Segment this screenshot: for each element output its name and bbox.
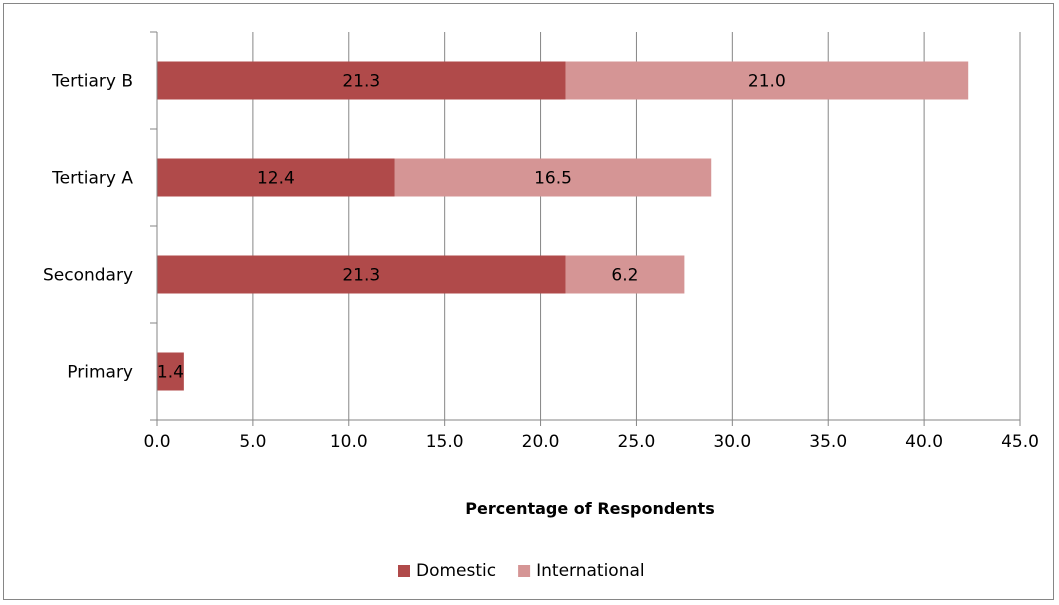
x-tick-label: 10.0 xyxy=(330,432,368,452)
data-label: 21.3 xyxy=(342,72,380,92)
bar-international xyxy=(565,255,685,294)
category-label: Tertiary B xyxy=(51,72,133,92)
x-tick-label: 30.0 xyxy=(713,432,751,452)
x-tick-label: 25.0 xyxy=(618,432,656,452)
bar-domestic xyxy=(157,255,566,294)
x-tick-label: 15.0 xyxy=(426,432,464,452)
data-label: 1.4 xyxy=(157,363,184,383)
x-tick-label: 20.0 xyxy=(522,432,560,452)
x-tick-label: 0.0 xyxy=(143,432,170,452)
category-labels: Primary Secondary Tertiary A Tertiary B xyxy=(43,72,133,383)
category-label: Secondary xyxy=(43,266,133,286)
x-tick-label: 40.0 xyxy=(905,432,943,452)
data-label: 21.3 xyxy=(342,266,380,286)
category-label: Primary xyxy=(67,363,133,383)
legend-swatch xyxy=(398,565,410,577)
data-label: 16.5 xyxy=(534,169,572,189)
category-label: Tertiary A xyxy=(51,169,133,189)
x-tick-label: 5.0 xyxy=(239,432,266,452)
bar-international xyxy=(394,158,712,197)
data-label: 12.4 xyxy=(257,169,295,189)
legend-swatch xyxy=(518,565,531,577)
x-tick-label: 45.0 xyxy=(1001,432,1039,452)
legend-label: Domestic xyxy=(416,561,496,581)
x-axis-title: Percentage of Respondents xyxy=(465,499,714,518)
data-label: 21.0 xyxy=(748,72,786,92)
bar-domestic xyxy=(157,352,184,391)
bar-domestic xyxy=(157,158,395,197)
chart-area xyxy=(3,3,1054,600)
bars: 1.4 21.3 6.2 12.4 16.5 21.3 21.0 xyxy=(157,61,969,391)
x-tick-label: 35.0 xyxy=(809,432,847,452)
bar-domestic xyxy=(157,61,566,100)
axes xyxy=(150,31,1021,426)
legend-label: International xyxy=(536,561,645,581)
data-label: 6.2 xyxy=(611,266,638,286)
bar-international xyxy=(565,61,969,100)
x-tick-labels: 0.0 5.0 10.0 15.0 20.0 25.0 30.0 35.0 40.0 45.0 xyxy=(143,432,1038,452)
legend: Domestic International xyxy=(398,561,645,581)
